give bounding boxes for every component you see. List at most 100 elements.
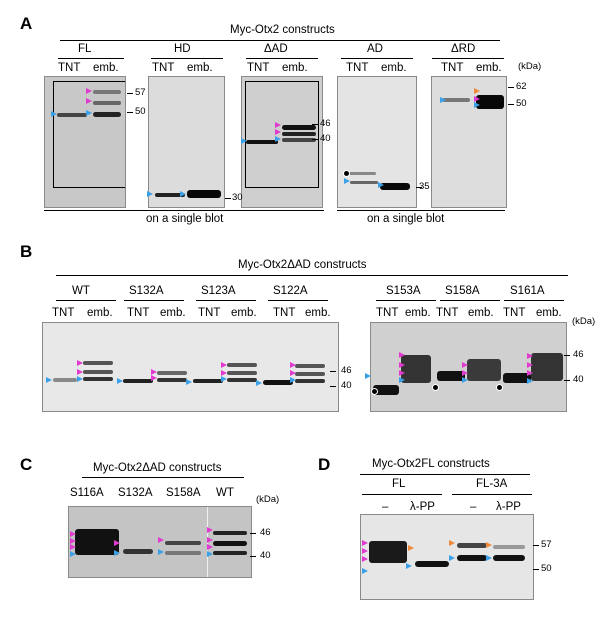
panel-a-lane-emb: emb. bbox=[381, 62, 407, 74]
arrow-magenta bbox=[362, 548, 368, 554]
panel-a-lane-emb: emb. bbox=[93, 62, 119, 74]
panel-b-lane-tnt: TNT bbox=[376, 307, 399, 319]
panel-b-group-rule bbox=[376, 300, 436, 302]
arrow-magenta bbox=[527, 362, 533, 368]
panel-b-lane-emb: emb. bbox=[468, 307, 494, 319]
dot-marker bbox=[343, 170, 350, 177]
band bbox=[457, 543, 487, 548]
arrow-blue bbox=[147, 191, 153, 197]
marker-kda: 46 bbox=[320, 118, 331, 129]
band bbox=[193, 379, 223, 383]
panel-b-lane-emb: emb. bbox=[87, 307, 113, 319]
panel-b-lane-emb: emb. bbox=[536, 307, 562, 319]
panel-a-dad-rule bbox=[246, 58, 318, 60]
band bbox=[401, 355, 431, 383]
marker-tick bbox=[312, 124, 318, 126]
marker-tick bbox=[250, 556, 256, 558]
panel-a-lane-tnt: TNT bbox=[152, 62, 175, 74]
panel-b-group-rule bbox=[268, 300, 328, 302]
band bbox=[93, 112, 121, 117]
panel-a-title-rule bbox=[60, 40, 500, 42]
band bbox=[83, 370, 113, 374]
blot-c bbox=[68, 506, 252, 578]
panel-a-fl-rule bbox=[58, 58, 124, 60]
panel-b-group-rule bbox=[124, 300, 184, 302]
panel-a-kda-unit: (kDa) bbox=[518, 61, 542, 72]
panel-b-lane-tnt: TNT bbox=[503, 307, 526, 319]
arrow-magenta bbox=[86, 98, 92, 104]
panel-b-lane-tnt: TNT bbox=[273, 307, 296, 319]
panel-a-group-fl: FL bbox=[78, 43, 92, 55]
band bbox=[295, 364, 325, 368]
arrow-blue bbox=[117, 378, 123, 384]
marker-tick bbox=[312, 139, 318, 141]
arrow-magenta bbox=[462, 362, 468, 368]
marker-kda: 50 bbox=[135, 106, 146, 117]
single-blot-rule-2 bbox=[337, 210, 505, 212]
panel-a-lane-emb: emb. bbox=[476, 62, 502, 74]
panel-b-group-s158a: S158A bbox=[445, 285, 480, 297]
band bbox=[57, 113, 87, 117]
band bbox=[165, 551, 201, 555]
panel-d-title: Myc-Otx2FL constructs bbox=[372, 458, 490, 470]
arrow-blue bbox=[399, 377, 405, 383]
panel-b-lane-emb: emb. bbox=[231, 307, 257, 319]
marker-kda: 46 bbox=[573, 349, 584, 360]
arrow-blue bbox=[70, 551, 76, 557]
panel-a-group-dad: ΔAD bbox=[264, 43, 288, 55]
panel-d-lane-lpp: λ-PP bbox=[410, 501, 435, 513]
band bbox=[187, 190, 221, 198]
blot-a-hd bbox=[148, 76, 225, 208]
panel-d-group-fl-3a: FL-3A bbox=[476, 478, 508, 490]
arrow-blue bbox=[207, 551, 213, 557]
panel-b-lane-tnt: TNT bbox=[198, 307, 221, 319]
panel-a-lane-tnt: TNT bbox=[58, 62, 81, 74]
marker-tick bbox=[250, 533, 256, 535]
panel-a-lane-emb: emb. bbox=[282, 62, 308, 74]
arrow-blue bbox=[256, 380, 262, 386]
arrow-magenta bbox=[151, 369, 157, 375]
band bbox=[437, 371, 465, 381]
marker-kda: 40 bbox=[341, 380, 352, 391]
band bbox=[123, 549, 153, 554]
panel-a-lane-tnt: TNT bbox=[346, 62, 369, 74]
marker-tick bbox=[416, 187, 422, 189]
band bbox=[213, 531, 247, 535]
marker-kda: 46 bbox=[260, 527, 271, 538]
band bbox=[282, 138, 316, 142]
panel-b-kda-unit: (kDa) bbox=[572, 316, 596, 327]
band bbox=[83, 377, 113, 381]
arrow-blue bbox=[221, 376, 227, 382]
arrow-orange bbox=[408, 545, 414, 551]
band bbox=[93, 90, 121, 94]
panel-b-title: Myc-Otx2ΔAD constructs bbox=[238, 259, 367, 271]
band bbox=[295, 372, 325, 376]
marker-kda: 40 bbox=[320, 133, 331, 144]
blot-b-right bbox=[370, 322, 567, 412]
arrow-orange bbox=[474, 88, 480, 94]
panel-c-group-s116a: S116A bbox=[70, 487, 104, 499]
arrow-blue bbox=[275, 136, 281, 142]
arrow-blue bbox=[290, 377, 296, 383]
single-blot-note-2: on a single blot bbox=[367, 213, 445, 225]
panel-b-group-wt: WT bbox=[72, 285, 90, 297]
dot-marker bbox=[371, 388, 378, 395]
marker-tick bbox=[330, 371, 336, 373]
marker-kda: 46 bbox=[341, 365, 352, 376]
blot-a-fl bbox=[44, 76, 126, 208]
panel-b-group-rule bbox=[56, 300, 116, 302]
band bbox=[380, 183, 410, 190]
panel-a-group-drd: ΔRD bbox=[451, 43, 476, 55]
panel-a-lane-tnt: TNT bbox=[441, 62, 464, 74]
arrow-blue bbox=[362, 568, 368, 574]
band bbox=[123, 379, 153, 383]
band bbox=[415, 561, 449, 567]
band bbox=[476, 95, 504, 109]
single-blot-note-1: on a single blot bbox=[146, 213, 224, 225]
panel-b-group-rule bbox=[504, 300, 564, 302]
arrow-magenta bbox=[275, 129, 281, 135]
arrow-magenta bbox=[114, 540, 120, 546]
blot-d bbox=[360, 514, 534, 600]
arrow-magenta bbox=[207, 537, 213, 543]
band bbox=[75, 529, 119, 555]
